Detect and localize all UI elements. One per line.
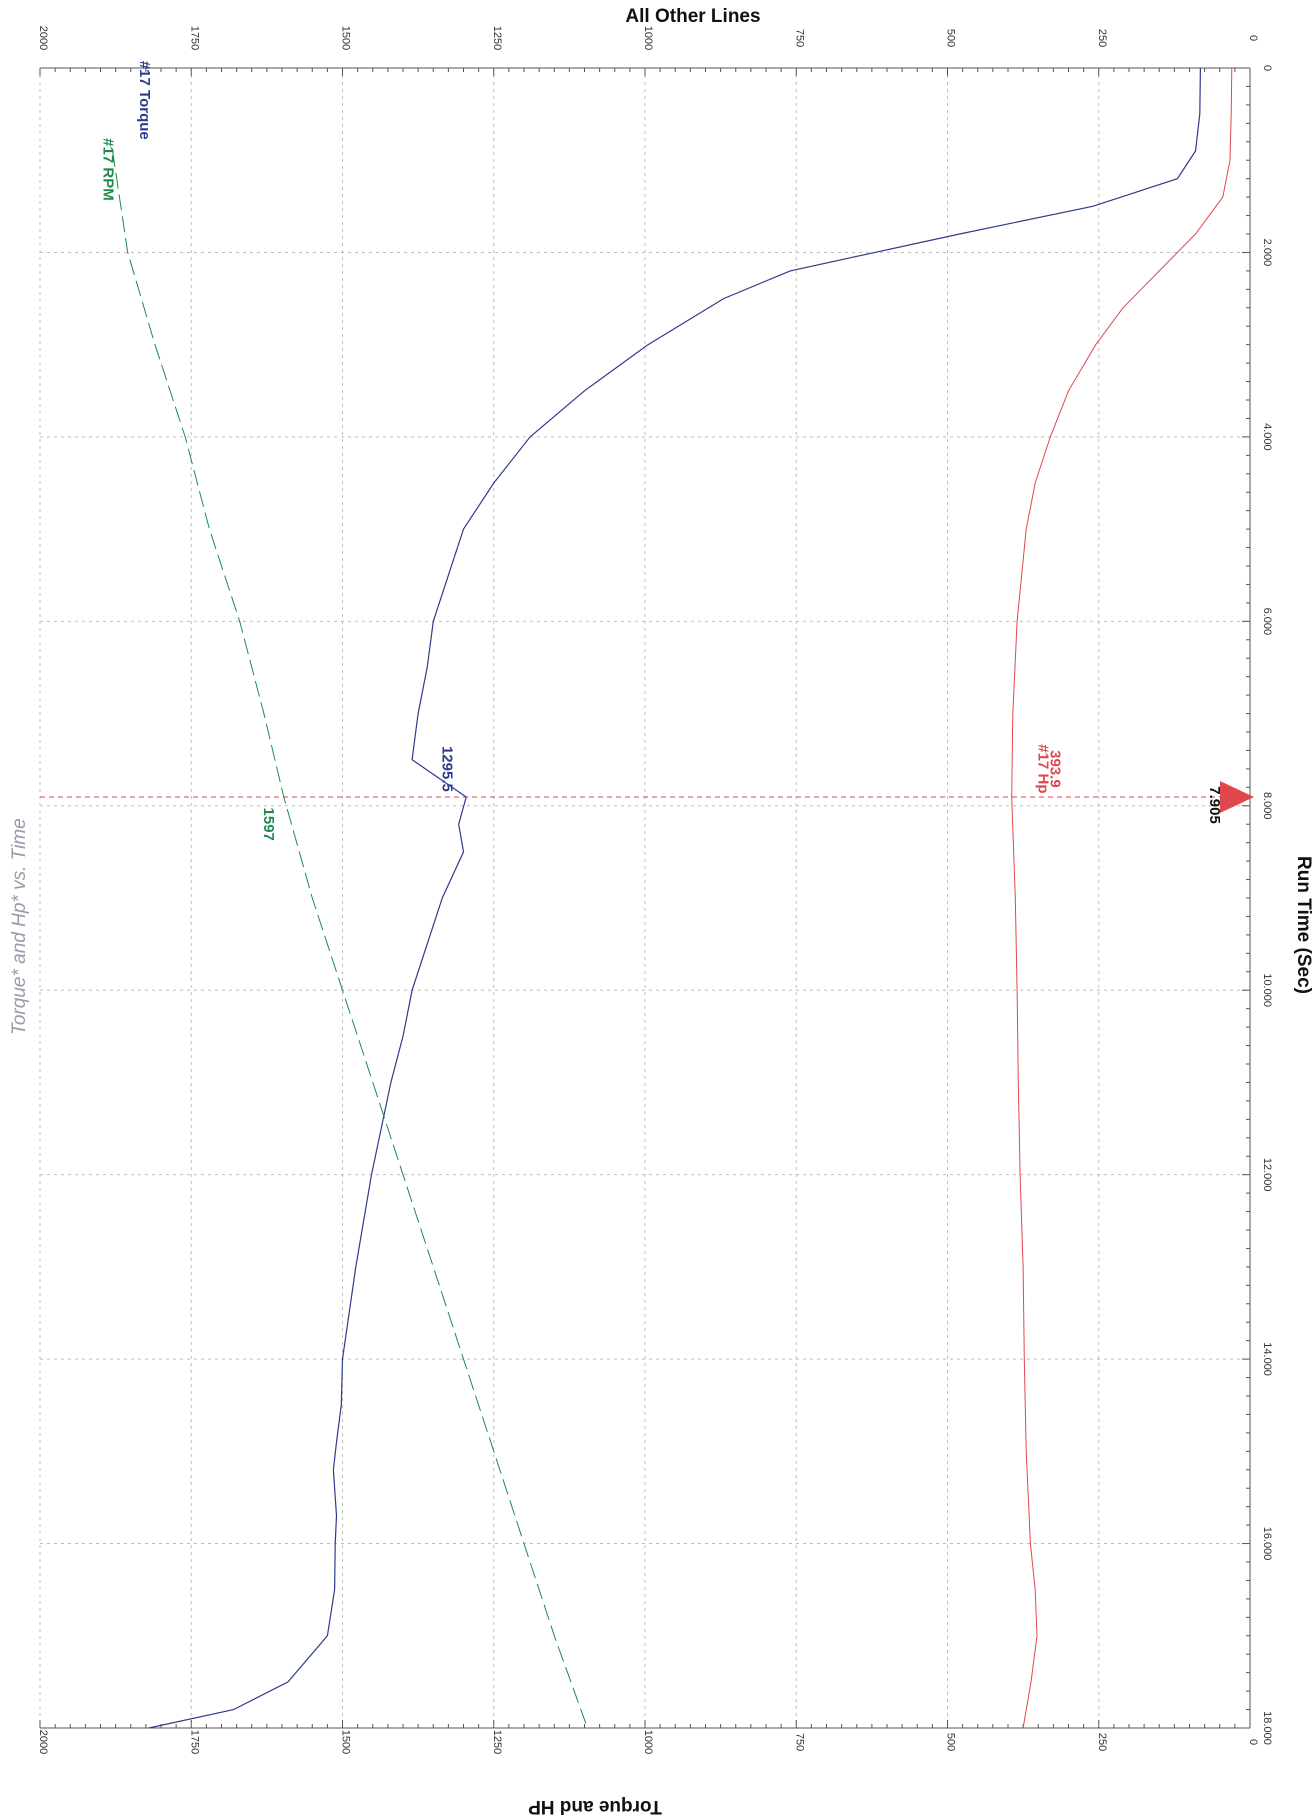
x-tick-label: 16.000 — [1261, 1527, 1273, 1561]
x-tick-label: 2.000 — [1261, 239, 1273, 267]
y-left-tick-label: 2000 — [37, 1730, 49, 1754]
series-line-rpm — [112, 150, 588, 1729]
y-right-tick-label: 0 — [1247, 35, 1259, 41]
x-tick-label: 6.000 — [1261, 608, 1273, 636]
y-right-tick-label: 1750 — [188, 26, 200, 50]
series-line-torque — [148, 67, 1201, 1729]
x-tick-label: 10.000 — [1261, 973, 1273, 1007]
x-axis-title: Run Time (Sec) — [1293, 856, 1314, 994]
series-label-hp: #17 Hp — [1034, 744, 1051, 793]
x-tick-label: 18.000 — [1261, 1711, 1273, 1745]
series-line-hp — [1011, 67, 1233, 1729]
y-right-tick-label: 500 — [945, 29, 957, 47]
x-tick-label: 14.000 — [1261, 1342, 1273, 1376]
y-right-tick-label: 250 — [1096, 29, 1108, 47]
y-right-tick-label: 750 — [793, 29, 805, 47]
y-left-tick-label: 1250 — [491, 1730, 503, 1754]
y-right-tick-label: 1000 — [642, 26, 654, 50]
y-right-tick-label: 1500 — [340, 26, 352, 50]
y-left-tick-label: 750 — [793, 1733, 805, 1751]
x-tick-label: 4.000 — [1261, 423, 1273, 451]
y-axis-left-title: Torque and HP — [528, 1796, 662, 1817]
x-tick-label: 12.000 — [1261, 1158, 1273, 1192]
cursor-marker — [1220, 781, 1254, 814]
y-left-tick-label: 1000 — [642, 1730, 654, 1754]
x-tick-label: 8.000 — [1261, 792, 1273, 820]
y-left-tick-label: 1750 — [188, 1730, 200, 1754]
y-axis-right-title: All Other Lines — [625, 6, 760, 27]
cursor-value-rpm: 1597 — [260, 808, 277, 841]
y-right-tick-label: 2000 — [37, 26, 49, 50]
chart-title: Torque* and Hp* vs. Time — [9, 818, 30, 1035]
y-left-tick-label: 1500 — [340, 1730, 352, 1754]
y-left-tick-label: 250 — [1096, 1733, 1108, 1751]
y-right-tick-label: 1250 — [491, 26, 503, 50]
cursor-value-hp: 393.9 — [1046, 750, 1063, 788]
y-left-tick-label: 0 — [1247, 1739, 1259, 1745]
x-tick-label: 0 — [1261, 65, 1273, 71]
plot-area: 0 2.000 4.000 6.000 8.000 10.000 12.000 14.000 1… — [37, 26, 1273, 1754]
series-label-rpm: #17 RPM — [100, 138, 117, 201]
y-left-tick-label: 500 — [945, 1733, 957, 1751]
cursor-value-torque: 1295.5 — [438, 746, 455, 792]
cursor-value-label: 7.905 — [1206, 786, 1223, 824]
series-label-torque: #17 Torque — [136, 61, 153, 140]
